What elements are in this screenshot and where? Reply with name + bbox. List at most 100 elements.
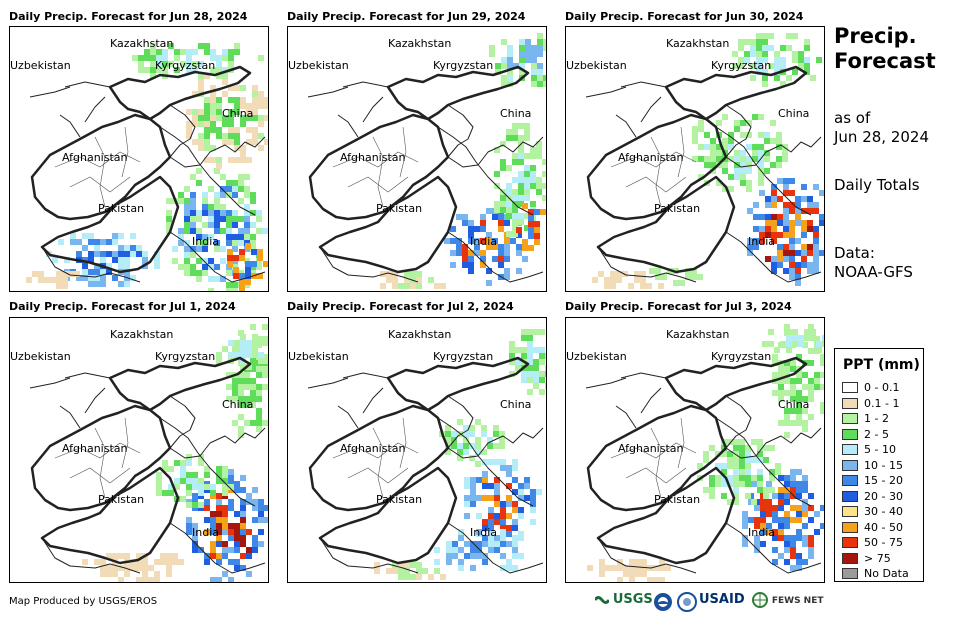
map-label-pakistan: Pakistan bbox=[376, 493, 422, 506]
province-lines bbox=[332, 417, 419, 499]
legend-swatch bbox=[842, 490, 858, 502]
map-label-china: China bbox=[222, 107, 253, 120]
border-line bbox=[29, 81, 111, 138]
data-label: Data: bbox=[834, 244, 875, 262]
map-label-kyrgyzstan: Kyrgyzstan bbox=[711, 350, 771, 363]
legend-label: > 75 bbox=[864, 551, 891, 565]
map-label-pakistan: Pakistan bbox=[376, 202, 422, 215]
forecast-map: Kazakhstan Uzbekistan Kyrgyzstan China Afgha… bbox=[565, 317, 825, 583]
map-label-afghanistan: Afghanistan bbox=[340, 442, 406, 455]
border-line bbox=[308, 113, 450, 221]
map-label-uzbekistan: Uzbekistan bbox=[10, 350, 71, 363]
forecast-map: Kazakhstan Uzbekistan Kyrgyzstan China Afgha… bbox=[9, 26, 269, 292]
legend-swatch bbox=[842, 413, 858, 424]
border-line bbox=[319, 246, 419, 283]
legend-swatch bbox=[842, 428, 858, 440]
province-lines bbox=[54, 417, 141, 499]
border-line bbox=[725, 136, 822, 168]
border-line bbox=[169, 522, 266, 574]
legend-label: 2 - 5 bbox=[864, 427, 889, 441]
map-label-kazakhstan: Kazakhstan bbox=[666, 328, 729, 341]
map-label-uzbekistan: Uzbekistan bbox=[10, 59, 71, 72]
map-label-china: China bbox=[778, 398, 809, 411]
legend-label: 5 - 10 bbox=[864, 443, 896, 456]
border-line bbox=[169, 231, 266, 283]
data-source-block: Data: NOAA-GFS bbox=[834, 244, 913, 282]
as-of-block: as of Jun 28, 2024 bbox=[834, 109, 929, 147]
border-line bbox=[596, 466, 736, 565]
province-lines bbox=[610, 126, 697, 208]
sidebar-title: Precip. Forecast bbox=[834, 24, 936, 74]
legend-swatch bbox=[842, 521, 858, 533]
legend-label: 15 - 20 bbox=[864, 474, 903, 487]
border-line bbox=[725, 427, 822, 459]
map-label-afghanistan: Afghanistan bbox=[340, 151, 406, 164]
legend-swatch bbox=[842, 459, 858, 471]
precip-field bbox=[592, 33, 824, 289]
border-line bbox=[725, 231, 822, 283]
border-line bbox=[159, 104, 256, 216]
border-line bbox=[308, 404, 450, 512]
usgs-wave-icon bbox=[593, 596, 611, 604]
legend-label: 20 - 30 bbox=[864, 489, 903, 503]
map-label-india: India bbox=[192, 235, 219, 248]
border-line bbox=[437, 104, 534, 216]
legend-swatch bbox=[842, 568, 858, 579]
border-line bbox=[159, 395, 256, 507]
border-line bbox=[307, 372, 389, 429]
map-label-pakistan: Pakistan bbox=[654, 493, 700, 506]
forecast-map: Kazakhstan Uzbekistan Kyrgyzstan China Afgha… bbox=[9, 317, 269, 583]
usgs-logo: USGS bbox=[593, 592, 653, 607]
forecast-map: Kazakhstan Uzbekistan Kyrgyzstan China Afgha… bbox=[287, 317, 547, 583]
border-line bbox=[386, 65, 530, 121]
legend-title: PPT (mm) bbox=[843, 357, 920, 373]
credit-text: Map Produced by USGS/EROS bbox=[9, 596, 158, 607]
border-line bbox=[40, 466, 180, 565]
precip-field bbox=[374, 329, 546, 580]
panel-title: Daily Precip. Forecast for Jun 29, 2024 bbox=[287, 10, 526, 23]
fews-net-logo: FEWS NET bbox=[752, 592, 824, 608]
panel-title: Daily Precip. Forecast for Jul 1, 2024 bbox=[9, 300, 236, 313]
legend-label: 0 - 0.1 bbox=[864, 381, 900, 394]
precip-legend: PPT (mm) 0 - 0.1 0.1 - 1 1 - 2 2 - 5 5 - 10 1… bbox=[834, 348, 924, 582]
legend-label: 10 - 15 bbox=[864, 458, 903, 472]
border-line bbox=[386, 356, 530, 412]
legend-label: 50 - 75 bbox=[864, 536, 903, 549]
map-label-uzbekistan: Uzbekistan bbox=[566, 59, 627, 72]
map-label-afghanistan: Afghanistan bbox=[62, 442, 128, 455]
legend-swatch bbox=[842, 444, 858, 455]
forecast-map: Kazakhstan Uzbekistan Kyrgyzstan China Afgha… bbox=[287, 26, 547, 292]
map-label-pakistan: Pakistan bbox=[654, 202, 700, 215]
border-line bbox=[318, 175, 458, 274]
precip-field bbox=[587, 324, 824, 582]
map-label-india: India bbox=[470, 526, 497, 539]
border-line bbox=[585, 81, 667, 138]
border-line bbox=[664, 356, 808, 412]
map-label-china: China bbox=[222, 398, 253, 411]
map-label-india: India bbox=[748, 526, 775, 539]
border-line bbox=[586, 404, 728, 512]
legend-swatch bbox=[842, 475, 858, 486]
data-source: NOAA-GFS bbox=[834, 263, 913, 281]
border-line bbox=[586, 113, 728, 221]
border-line bbox=[41, 246, 141, 283]
border-line bbox=[41, 537, 141, 574]
map-label-pakistan: Pakistan bbox=[98, 493, 144, 506]
legend-label: 0.1 - 1 bbox=[864, 396, 900, 410]
legend-swatch bbox=[842, 397, 858, 409]
panel-title: Daily Precip. Forecast for Jul 2, 2024 bbox=[287, 300, 514, 313]
border-line bbox=[447, 427, 544, 459]
as-of-date: Jun 28, 2024 bbox=[834, 128, 930, 146]
border-line bbox=[597, 246, 697, 283]
border-line bbox=[318, 466, 458, 565]
map-label-kazakhstan: Kazakhstan bbox=[110, 37, 173, 50]
border-line bbox=[108, 65, 252, 121]
noaa-logo-icon bbox=[653, 592, 673, 615]
map-label-uzbekistan: Uzbekistan bbox=[288, 350, 349, 363]
border-line bbox=[29, 372, 111, 429]
legend-swatch bbox=[842, 552, 858, 564]
border-line bbox=[447, 136, 544, 168]
map-label-china: China bbox=[778, 107, 809, 120]
forecast-map: Kazakhstan Uzbekistan Kyrgyzstan China Afgha… bbox=[565, 26, 825, 292]
map-label-uzbekistan: Uzbekistan bbox=[288, 59, 349, 72]
